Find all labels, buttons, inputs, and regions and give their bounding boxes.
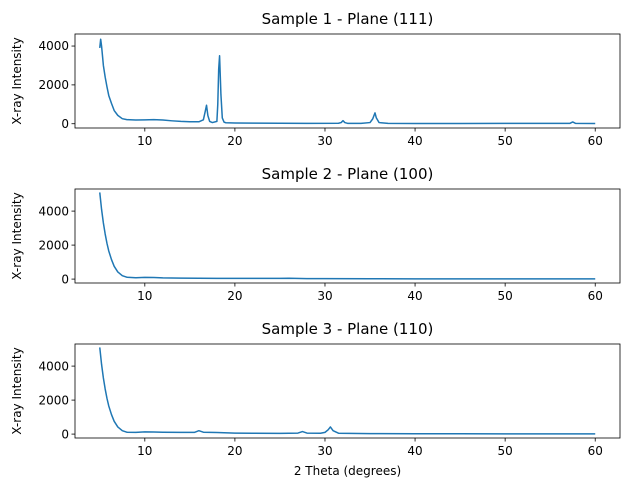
subplot-2-y-tick-label: 4000: [38, 204, 69, 218]
subplot-3-axes-frame: [74, 343, 621, 439]
subplot-1-axes-frame: [74, 33, 621, 129]
subplot-3-series-line: [99, 347, 596, 435]
subplot-3: Sample 3 - Plane (110) X-ray Intensity 2…: [10, 320, 621, 478]
subplot-2-x-tick-label: 40: [407, 289, 422, 303]
subplot-1-x-tick-label: 40: [407, 134, 422, 148]
subplot-2-x-tick-label: 20: [227, 289, 242, 303]
subplot-3-y-tick-label: 0: [61, 427, 69, 441]
subplot-1-title: Sample 1 - Plane (111): [262, 10, 434, 28]
subplot-1: Sample 1 - Plane (111) X-ray Intensity 1…: [10, 10, 621, 148]
subplot-2-title: Sample 2 - Plane (100): [262, 165, 434, 183]
subplot-2-ylabel: X-ray Intensity: [10, 192, 24, 279]
subplot-2-x-tick-label: 10: [137, 289, 152, 303]
subplot-2-axes-frame: [74, 188, 621, 284]
subplot-2-y-tick-label: 2000: [38, 238, 69, 252]
subplot-1-x-tick-label: 20: [227, 134, 242, 148]
subplot-3-x-tick-label: 30: [317, 444, 332, 458]
subplot-3-x-tick-label: 50: [498, 444, 513, 458]
subplot-1-series-line: [99, 38, 596, 125]
subplot-3-title: Sample 3 - Plane (110): [262, 320, 434, 338]
subplot-3-ylabel: X-ray Intensity: [10, 347, 24, 434]
subplot-1-y-tick-label: 0: [61, 117, 69, 131]
subplot-3-y-tick-label: 4000: [38, 359, 69, 373]
subplot-3-xlabel: 2 Theta (degrees): [294, 464, 401, 478]
subplot-3-y-tick-label: 2000: [38, 393, 69, 407]
subplot-2-x-tick-label: 50: [498, 289, 513, 303]
subplot-1-x-tick-label: 10: [137, 134, 152, 148]
subplot-1-y-tick-label: 2000: [38, 78, 69, 92]
subplot-2-series-line: [99, 192, 596, 280]
subplot-1-y-tick-label: 4000: [38, 39, 69, 53]
subplot-3-x-tick-label: 40: [407, 444, 422, 458]
subplot-2: Sample 2 - Plane (100) X-ray Intensity 1…: [10, 165, 621, 303]
subplot-2-y-tick-label: 0: [61, 272, 69, 286]
subplot-2-x-tick-label: 60: [588, 289, 603, 303]
subplot-1-x-tick-label: 50: [498, 134, 513, 148]
subplot-1-x-tick-label: 30: [317, 134, 332, 148]
subplot-3-x-tick-label: 20: [227, 444, 242, 458]
subplot-1-ylabel: X-ray Intensity: [10, 37, 24, 124]
subplot-2-x-tick-label: 30: [317, 289, 332, 303]
subplot-1-x-tick-label: 60: [588, 134, 603, 148]
subplot-3-x-tick-label: 60: [588, 444, 603, 458]
subplot-3-x-tick-label: 10: [137, 444, 152, 458]
